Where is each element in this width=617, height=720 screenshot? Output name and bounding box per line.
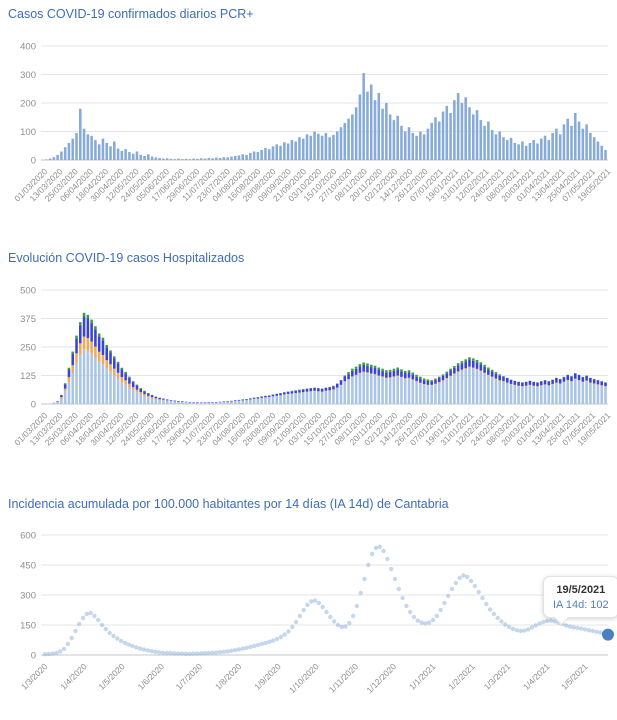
- svg-text:1/10/2020: 1/10/2020: [287, 661, 321, 695]
- svg-text:1/4/2020: 1/4/2020: [58, 661, 89, 692]
- gridlines-and-y-axis: 0 125 250 375 500: [20, 286, 608, 411]
- svg-text:1/3/2020: 1/3/2020: [19, 661, 50, 692]
- highlighted-point[interactable]: [602, 628, 614, 641]
- daily-cases-bars[interactable]: [45, 73, 607, 160]
- svg-text:1/11/2020: 1/11/2020: [327, 661, 361, 695]
- svg-text:1/5/2020: 1/5/2020: [96, 661, 127, 692]
- svg-text:375: 375: [20, 314, 36, 325]
- svg-text:1/3/2021: 1/3/2021: [482, 661, 513, 692]
- tooltip-date: 19/5/2021: [556, 584, 606, 596]
- svg-text:1/4/2021: 1/4/2021: [521, 661, 552, 692]
- svg-text:500: 500: [20, 286, 36, 297]
- x-axis-labels: 01/03/202013/03/202025/03/202006/04/2020…: [12, 166, 612, 203]
- gridlines-and-y-axis: 0 100 200 300 400: [20, 42, 608, 167]
- svg-text:1/7/2020: 1/7/2020: [174, 661, 205, 692]
- svg-text:600: 600: [20, 531, 36, 542]
- svg-text:1/2/2021: 1/2/2021: [446, 661, 477, 692]
- svg-text:250: 250: [20, 343, 36, 354]
- hospitalized-stacked-bars[interactable]: [48, 312, 607, 404]
- svg-text:0: 0: [31, 400, 36, 411]
- pcr-daily-chart-section: Casos COVID-19 confirmados diarios PCR+ …: [0, 6, 617, 236]
- chart-tooltip: 19/5/2021 IA 14d: 102: [543, 576, 617, 618]
- svg-text:100: 100: [20, 127, 36, 138]
- svg-text:150: 150: [20, 621, 36, 632]
- svg-text:400: 400: [20, 42, 36, 53]
- svg-text:1/12/2020: 1/12/2020: [364, 661, 398, 695]
- gridlines-and-y-axis: 0 150 300 450 600: [20, 531, 608, 662]
- incidence-dots[interactable]: [42, 544, 611, 657]
- hospitalized-stacked-bar-chart[interactable]: 0 125 250 375 500 01/03/202013/03/202025/03/2…: [0, 266, 617, 480]
- svg-text:1/9/2020: 1/9/2020: [252, 661, 283, 692]
- x-axis-labels: 01/03/202013/03/202025/03/202006/04/2020…: [12, 410, 612, 447]
- x-axis-labels: 1/3/2020 1/4/2020 1/5/2020 1/6/2020 1/7/2020…: [19, 661, 590, 695]
- hospitalized-chart-section: Evolución COVID-19 casos Hospitalizados …: [0, 250, 617, 480]
- chart-title-pcr: Casos COVID-19 confirmados diarios PCR+: [8, 7, 254, 21]
- svg-text:300: 300: [20, 591, 36, 602]
- svg-text:1/1/2021: 1/1/2021: [407, 661, 438, 692]
- svg-text:0: 0: [31, 651, 36, 662]
- chart-title-hospitalized: Evolución COVID-19 casos Hospitalizados: [8, 251, 245, 265]
- svg-text:1/5/2021: 1/5/2021: [559, 661, 590, 692]
- tooltip-value: IA 14d: 102: [553, 599, 609, 611]
- svg-text:1/6/2020: 1/6/2020: [136, 661, 167, 692]
- svg-text:200: 200: [20, 99, 36, 110]
- svg-text:450: 450: [20, 561, 36, 572]
- svg-text:1/8/2020: 1/8/2020: [213, 661, 244, 692]
- svg-text:125: 125: [20, 371, 36, 382]
- incidence-chart-section: Incidencia acumulada por 100.000 habitan…: [0, 496, 617, 710]
- pcr-daily-bar-chart[interactable]: 0 100 200 300 400 01/03/202013/03/202025/03/2…: [0, 22, 617, 236]
- incidence-dot-chart[interactable]: 0 150 300 450 600 1/3/2020 1/4/2020 1/5/2020 1/6…: [0, 520, 617, 710]
- svg-text:0: 0: [31, 156, 36, 167]
- svg-text:300: 300: [20, 70, 36, 81]
- chart-title-incidence: Incidencia acumulada por 100.000 habitan…: [8, 497, 449, 511]
